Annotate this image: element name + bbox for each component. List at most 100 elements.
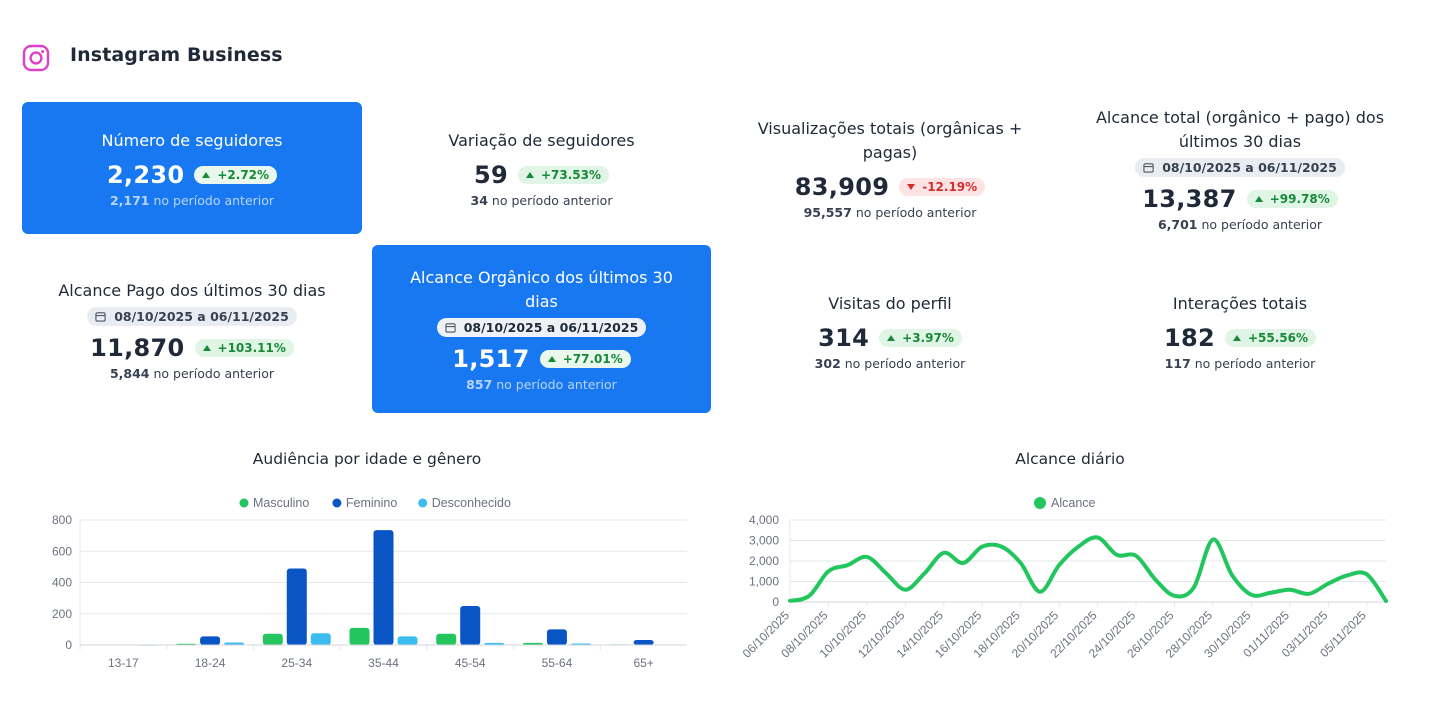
prev-value: 302 — [814, 355, 841, 371]
change-text: +99.78% — [1269, 192, 1330, 206]
metric-value: 13,387 — [1142, 185, 1237, 213]
card-title: Visitas do perfil — [828, 293, 952, 313]
followers-card: Número de seguidores 2,230 +2.72% 2,171 … — [22, 102, 362, 234]
previous-period: 6,701 no período anterior — [1158, 217, 1322, 232]
followers-variation-card: Variação de seguidores 59 +73.53% 34 no … — [372, 102, 711, 234]
x-tick-label: 55-64 — [542, 656, 573, 670]
page-header: Instagram Business — [22, 36, 283, 74]
change-badge: +99.78% — [1246, 190, 1338, 208]
previous-period: 857 no período anterior — [466, 377, 617, 392]
previous-period: 2,171 no período anterior — [110, 193, 274, 208]
y-tick-label: 600 — [52, 544, 72, 558]
y-tick-label: 4,000 — [749, 513, 779, 527]
x-tick-label: 18-24 — [195, 656, 226, 670]
previous-period: 95,557 no período anterior — [804, 205, 977, 220]
bar — [310, 633, 331, 645]
prev-label: no período anterior — [153, 192, 275, 208]
change-text: +73.53% — [540, 167, 602, 182]
prev-value: 34 — [470, 192, 488, 208]
legend-label: Feminino — [346, 496, 397, 510]
bar — [460, 605, 481, 645]
card-title: Número de seguidores — [101, 130, 283, 150]
bar — [633, 640, 654, 645]
previous-period: 302 no período anterior — [815, 356, 966, 371]
legend-marker — [1034, 497, 1046, 509]
calendar-icon — [1143, 163, 1154, 173]
bar — [484, 642, 505, 645]
audience-bar-chart: Masculino Feminino Desconhecido 0 200 400 600 8… — [52, 496, 687, 670]
total-reach-card: Alcance total (orgânico + pago) dos últi… — [1075, 94, 1405, 244]
arrow-up-icon — [547, 356, 556, 362]
arrow-up-icon — [1232, 334, 1241, 341]
x-tick-label: 13-17 — [108, 656, 139, 670]
y-tick-label: 3,000 — [749, 534, 779, 548]
date-range-text: 08/10/2025 a 06/11/2025 — [1162, 160, 1337, 175]
previous-period: 117 no período anterior — [1165, 356, 1316, 371]
legend-marker — [418, 498, 428, 508]
prev-value: 117 — [1164, 355, 1191, 371]
daily-reach-chart-title: Alcance diário — [1015, 450, 1125, 468]
bar — [349, 627, 370, 645]
legend-marker — [239, 498, 249, 508]
metric-value: 11,870 — [90, 334, 185, 362]
y-tick-label: 0 — [65, 638, 72, 652]
paid-reach-card: Alcance Pago dos últimos 30 dias 08/10/2… — [22, 262, 362, 398]
series-line-alcance — [788, 535, 1388, 603]
date-range-text: 08/10/2025 a 06/11/2025 — [463, 320, 639, 335]
legend-label: Masculino — [253, 496, 309, 510]
metric-value: 1,517 — [452, 345, 530, 373]
change-badge: -12.19% — [899, 177, 986, 196]
date-range-text: 08/10/2025 a 06/11/2025 — [114, 309, 289, 324]
prev-value: 5,844 — [109, 366, 150, 381]
card-title: Interações totais — [1172, 293, 1308, 313]
arrow-up-icon — [202, 345, 211, 351]
change-text: +3.97% — [902, 330, 954, 345]
prev-value: 6,701 — [1157, 217, 1198, 232]
bar — [397, 636, 418, 645]
value-row: 182 +55.56% — [1163, 323, 1317, 352]
previous-period: 34 no período anterior — [471, 193, 613, 208]
previous-period: 5,844 no período anterior — [110, 366, 274, 381]
metric-value: 59 — [473, 160, 508, 189]
change-badge: +73.53% — [517, 165, 610, 184]
bar — [286, 568, 307, 645]
page-title: Instagram Business — [70, 44, 283, 66]
x-tick-label: 25-34 — [281, 656, 312, 670]
x-tick-label: 65+ — [633, 656, 653, 670]
bar — [436, 633, 457, 645]
prev-label: no período anterior — [1194, 355, 1316, 371]
prev-label: no período anterior — [855, 204, 977, 220]
value-row: 13,387 +99.78% — [1142, 185, 1338, 213]
card-title: Alcance total (orgânico + pago) dos últi… — [1095, 108, 1385, 151]
profile-visits-card: Visitas do perfil 314 +3.97% 302 no perí… — [735, 276, 1045, 386]
arrow-up-icon — [525, 171, 534, 178]
bar — [262, 633, 283, 645]
metric-value: 2,230 — [106, 160, 185, 189]
card-title: Alcance Orgânico dos últimos 30 dias — [410, 268, 673, 311]
change-badge: +3.97% — [879, 328, 962, 347]
change-text: +103.11% — [217, 341, 286, 355]
value-row: 59 +73.53% — [473, 160, 610, 189]
prev-label: no período anterior — [491, 192, 613, 208]
card-title: Variação de seguidores — [448, 130, 635, 150]
change-text: -12.19% — [922, 179, 978, 194]
value-row: 83,909 -12.19% — [795, 173, 986, 201]
arrow-up-icon — [202, 171, 211, 178]
value-row: 2,230 +2.72% — [106, 160, 278, 189]
x-tick-label: 35-44 — [368, 656, 399, 670]
x-tick-label: 45-54 — [455, 656, 486, 670]
metric-value: 314 — [818, 323, 870, 352]
value-row: 11,870 +103.11% — [90, 334, 294, 362]
date-range-badge: 08/10/2025 a 06/11/2025 — [436, 318, 647, 337]
y-tick-label: 200 — [52, 607, 72, 621]
metric-value: 182 — [1163, 323, 1215, 352]
card-title: Alcance Pago dos últimos 30 dias — [58, 281, 326, 300]
change-text: +77.01% — [562, 352, 623, 366]
instagram-icon — [22, 44, 52, 74]
calendar-icon — [445, 323, 456, 333]
bar — [373, 530, 394, 645]
legend-label: Desconhecido — [432, 496, 511, 510]
prev-value: 857 — [466, 377, 493, 392]
calendar-icon — [95, 312, 106, 322]
prev-label: no período anterior — [496, 377, 617, 392]
